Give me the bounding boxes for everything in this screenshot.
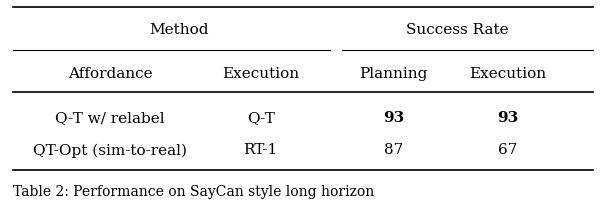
Text: 93: 93 [383, 111, 404, 125]
Text: RT-1: RT-1 [244, 143, 278, 157]
Text: Execution: Execution [470, 67, 547, 81]
Text: Success Rate: Success Rate [405, 23, 508, 37]
Text: QT-Opt (sim-to-real): QT-Opt (sim-to-real) [33, 143, 187, 158]
Text: Q-T: Q-T [247, 111, 275, 125]
Text: Execution: Execution [222, 67, 299, 81]
Text: 93: 93 [498, 111, 519, 125]
Text: Affordance: Affordance [68, 67, 152, 81]
Text: Table 2: Performance on SayCan style long horizon: Table 2: Performance on SayCan style lon… [13, 185, 375, 199]
Text: Method: Method [150, 23, 209, 37]
Text: 87: 87 [384, 143, 403, 157]
Text: Q-T w/ relabel: Q-T w/ relabel [55, 111, 165, 125]
Text: Planning: Planning [359, 67, 428, 81]
Text: 67: 67 [498, 143, 518, 157]
